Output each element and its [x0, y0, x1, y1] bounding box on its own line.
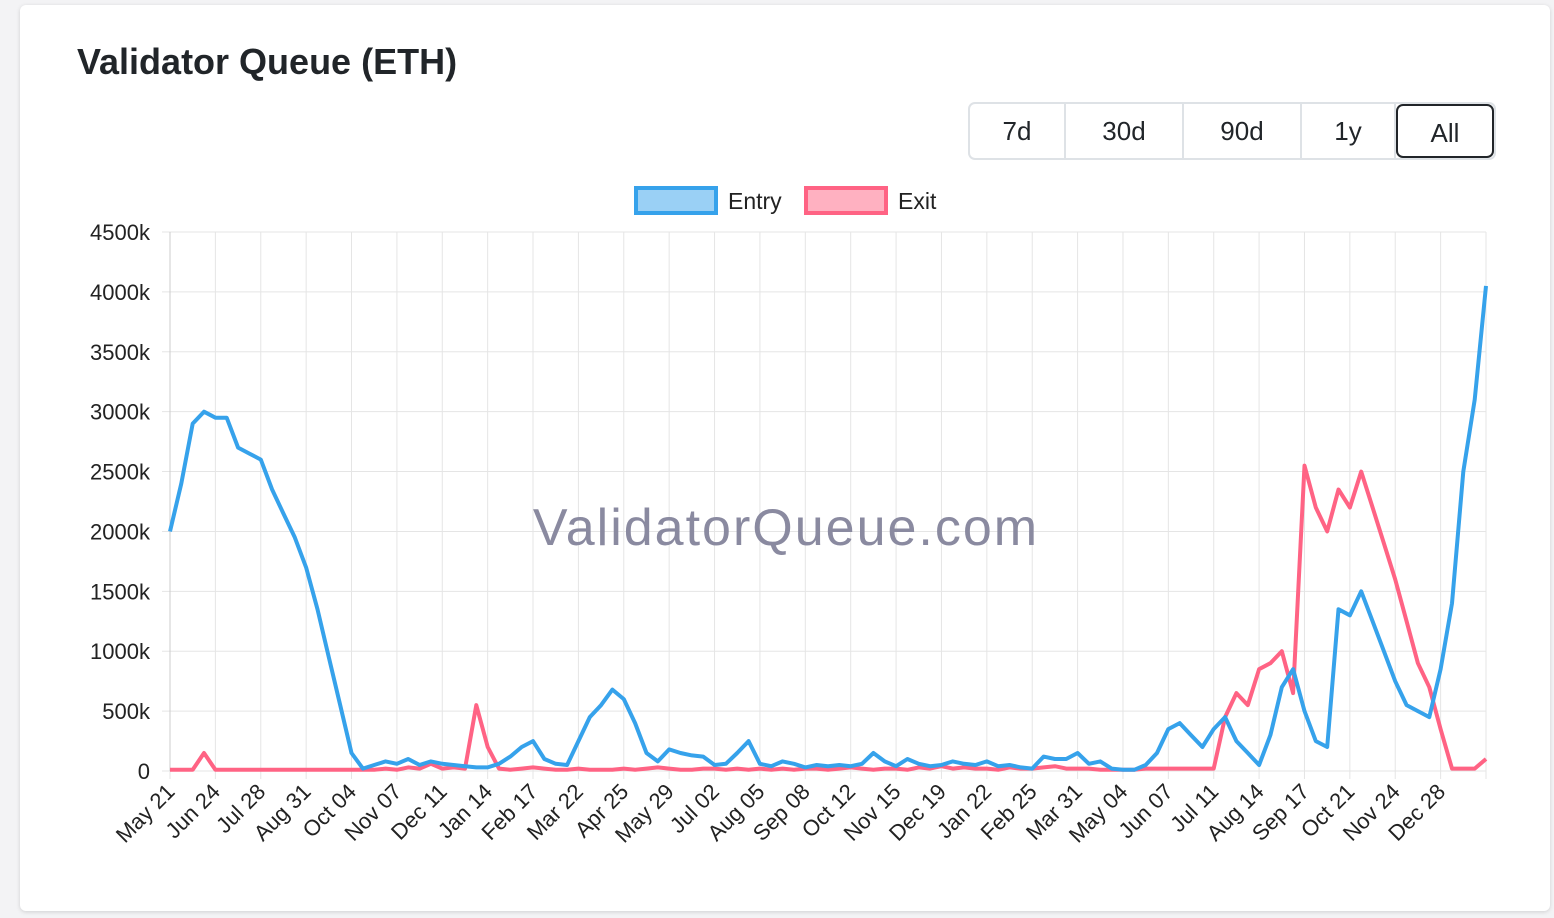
legend-swatch	[804, 186, 888, 215]
range-buttons: 7d 30d 90d 1y All	[968, 102, 1496, 160]
y-tick-label: 0	[138, 759, 150, 784]
y-tick-label: 1500k	[90, 579, 151, 604]
watermark: ValidatorQueue.com	[533, 499, 1039, 557]
y-tick-label: 500k	[102, 699, 151, 724]
y-tick-label: 4000k	[90, 280, 151, 305]
legend-swatch	[634, 186, 718, 215]
range-button[interactable]: 1y	[1302, 104, 1396, 158]
series-line	[168, 285, 1488, 772]
y-tick-label: 1000k	[90, 639, 151, 664]
range-button[interactable]: All	[1396, 104, 1494, 158]
chart-title: Validator Queue (ETH)	[77, 41, 458, 82]
y-tick-label: 4500k	[90, 220, 151, 245]
x-tick-label: May 21	[111, 779, 180, 848]
range-button[interactable]: 7d	[970, 104, 1066, 158]
range-button[interactable]: 30d	[1066, 104, 1184, 158]
y-tick-label: 3500k	[90, 340, 151, 365]
y-tick-label: 2500k	[90, 460, 151, 485]
y-tick-label: 2000k	[90, 519, 151, 544]
legend-label: Entry	[728, 188, 782, 214]
series-line	[170, 463, 1488, 772]
y-tick-label: 3000k	[90, 400, 151, 425]
legend-label: Exit	[898, 188, 937, 214]
range-button[interactable]: 90d	[1184, 104, 1302, 158]
